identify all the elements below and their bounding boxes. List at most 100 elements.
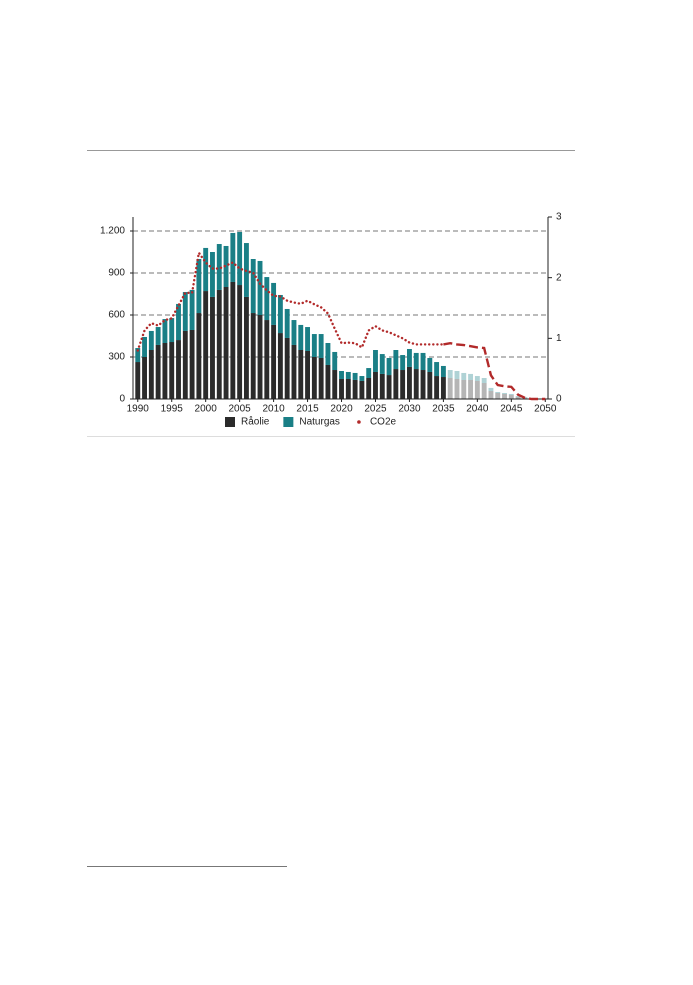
- bar: [515, 396, 521, 398]
- x-tick-label: 2020: [330, 404, 353, 415]
- bar: [359, 380, 365, 399]
- bar: [196, 259, 202, 314]
- bar: [474, 380, 480, 399]
- bar: [474, 376, 480, 381]
- bar: [182, 330, 188, 399]
- bar: [142, 357, 147, 399]
- x-tick-label: 2040: [466, 404, 489, 415]
- legend-marker: [357, 420, 361, 424]
- bar: [434, 362, 440, 377]
- bar: [325, 343, 331, 365]
- y2-tick-label: 0: [556, 394, 562, 405]
- bar: [393, 369, 399, 399]
- x-tick-label: 2025: [364, 404, 387, 415]
- bar: [481, 383, 487, 399]
- bar: [284, 308, 290, 338]
- bar: [386, 357, 392, 376]
- bar: [502, 393, 507, 399]
- bar: [495, 392, 501, 399]
- y2-tick-label: 1: [556, 333, 562, 344]
- y-tick-label: 1.200: [100, 226, 125, 237]
- x-tick-label: 2010: [262, 404, 285, 415]
- bar: [325, 364, 331, 399]
- bar: [440, 365, 446, 378]
- y2-tick-label: 2: [556, 272, 562, 283]
- bar: [169, 342, 175, 399]
- bar: [339, 371, 344, 379]
- bar: [427, 357, 433, 372]
- bar: [400, 355, 406, 371]
- bar: [447, 378, 453, 399]
- bar: [461, 372, 467, 380]
- bar: [182, 292, 188, 331]
- bar: [366, 368, 372, 378]
- legend-marker: [225, 417, 235, 427]
- bar: [386, 375, 392, 399]
- bar: [393, 350, 399, 370]
- bar: [488, 387, 494, 392]
- bar: [250, 313, 256, 399]
- bar: [515, 397, 521, 399]
- y-tick-label: 0: [119, 394, 125, 405]
- legend-label: Naturgas: [299, 417, 340, 428]
- bar: [216, 289, 222, 399]
- line-historic: [136, 249, 445, 352]
- bar: [223, 287, 229, 399]
- bar: [379, 354, 385, 374]
- x-tick-label: 2050: [534, 404, 557, 415]
- bar: [305, 327, 311, 351]
- bar: [440, 377, 446, 399]
- bar: [332, 351, 338, 371]
- bar: [488, 391, 494, 399]
- bar: [155, 344, 161, 399]
- bar: [332, 370, 338, 399]
- bar: [230, 232, 236, 282]
- legend-label: CO2e: [370, 417, 397, 428]
- bar: [176, 340, 181, 399]
- bar: [359, 376, 365, 381]
- bar: [373, 371, 378, 399]
- bar: [413, 352, 419, 370]
- bar: [223, 245, 229, 287]
- bar: [264, 320, 270, 399]
- bar: [502, 392, 507, 394]
- x-tick-label: 2000: [195, 404, 218, 415]
- bar: [148, 350, 154, 399]
- y-tick-label: 900: [108, 268, 125, 279]
- y-tick-label: 600: [108, 310, 125, 321]
- bar: [271, 324, 277, 399]
- bar: [216, 244, 222, 290]
- bar: [318, 357, 324, 399]
- x-tick-label: 2030: [398, 404, 421, 415]
- bar: [189, 329, 195, 399]
- bar: [271, 282, 277, 325]
- legend-marker: [283, 417, 294, 427]
- x-tick-label: 2015: [296, 404, 319, 415]
- bar: [352, 372, 358, 380]
- bar: [373, 350, 378, 372]
- bar: [508, 394, 514, 399]
- bar: [406, 349, 412, 367]
- bar: [148, 330, 154, 350]
- bar: [135, 348, 141, 363]
- bar: [230, 281, 236, 399]
- bar: [352, 379, 358, 399]
- bar: [203, 247, 209, 292]
- bar: [243, 296, 249, 399]
- bar: [291, 344, 297, 399]
- bar: [400, 370, 406, 399]
- bar: [447, 370, 453, 378]
- x-tick-label: 1990: [127, 404, 150, 415]
- bar: [413, 369, 419, 399]
- y-tick-label: 300: [108, 352, 125, 363]
- bar: [277, 333, 283, 399]
- bar: [250, 259, 256, 314]
- x-tick-label: 2045: [500, 404, 523, 415]
- bar: [142, 336, 147, 357]
- bar: [345, 378, 351, 399]
- bar: [454, 371, 460, 379]
- bar: [189, 289, 195, 330]
- bar: [298, 324, 304, 350]
- bar: [291, 320, 297, 345]
